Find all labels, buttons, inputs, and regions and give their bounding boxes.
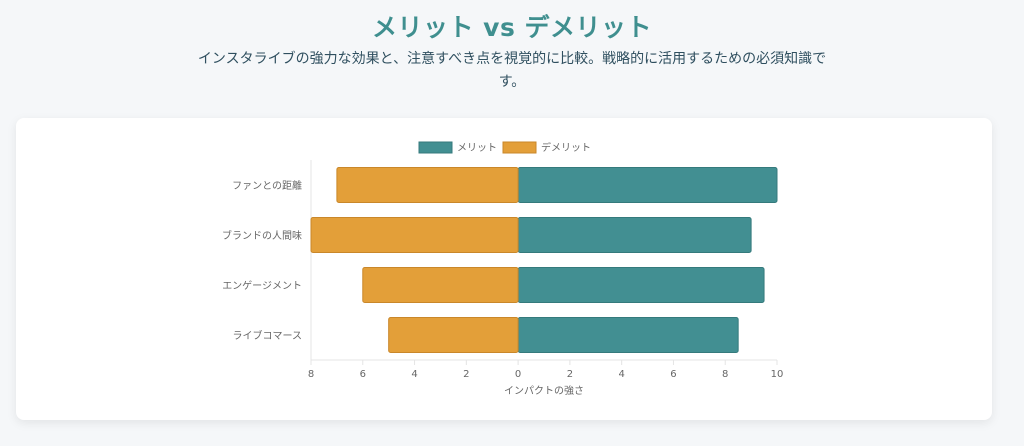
y-tick-label: ライブコマース (233, 329, 303, 342)
chart-card: ファンとの距離ブランドの人間味 エンゲージメントライブコマース 8 6 4 2 0 2 4 6 8 1… (16, 118, 992, 420)
legend-swatch (418, 141, 453, 154)
x-tick-label: 6 (670, 369, 676, 380)
x-tick-label: 6 (360, 369, 366, 380)
bar-demerit-2 (362, 267, 519, 303)
x-axis-label: インパクトの強さ (504, 384, 584, 397)
x-tick-label: 8 (308, 369, 314, 380)
x-tick-label: 4 (618, 369, 624, 380)
page-title: メリット vs デメリット (371, 13, 653, 42)
bar-demerit-0 (336, 167, 519, 203)
page-subtitle: インスタライブの強力な効果と、注意すべき点を視覚的に比較。戦略的に活用するための… (197, 51, 827, 90)
bar-merit-1 (517, 217, 752, 253)
legend-item-merit: メリット (418, 141, 497, 154)
bar-merit-0 (517, 167, 778, 203)
y-tick-label: エンゲージメント (222, 280, 302, 292)
x-tick-label: 2 (567, 369, 573, 380)
legend-item-demerit: デメリット (502, 141, 591, 154)
legend-swatch (502, 141, 537, 154)
bar-merit-3 (517, 317, 739, 353)
y-tick-label: ファンとの距離 (232, 179, 302, 192)
x-tick-label: 8 (722, 369, 728, 380)
x-tick-label: 2 (463, 369, 469, 380)
x-tick-label: 10 (771, 369, 784, 380)
x-tick-label: 4 (411, 369, 417, 380)
x-tick-label: 0 (515, 369, 521, 380)
bar-merit-2 (517, 267, 765, 303)
legend-label: デメリット (541, 141, 591, 154)
y-tick-label: ブランドの人間味 (222, 229, 302, 242)
bar-demerit-1 (310, 217, 519, 253)
legend-label: メリット (457, 143, 497, 154)
bar-demerit-3 (388, 317, 519, 353)
